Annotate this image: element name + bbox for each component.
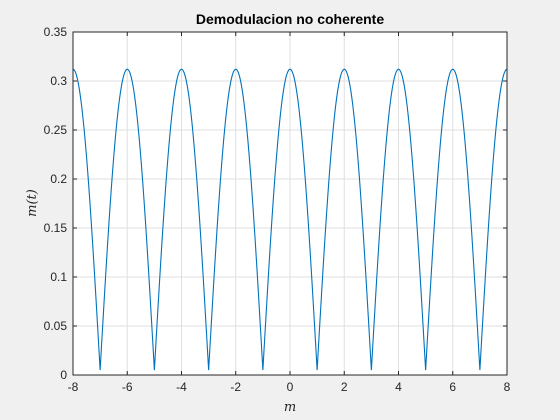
chart-title: Demodulacion no coherente <box>196 11 384 27</box>
y-tick-label: 0 <box>60 368 67 382</box>
series-group <box>72 68 508 371</box>
x-tick-label: 8 <box>504 380 511 394</box>
x-tick-label: 2 <box>341 380 348 394</box>
y-tick-label: 0.35 <box>44 25 68 39</box>
x-tick-label: -8 <box>68 380 79 394</box>
y-axis-ticks: 0 0.05 0.1 0.15 0.2 0.25 0.3 0.35 <box>44 25 507 382</box>
x-tick-label: 6 <box>449 380 456 394</box>
y-tick-label: 0.1 <box>50 270 67 284</box>
x-tick-label: 0 <box>287 380 294 394</box>
axes-box <box>72 31 508 376</box>
x-tick-label: 4 <box>395 380 402 394</box>
x-tick-label: -4 <box>176 380 187 394</box>
y-tick-label: 0.05 <box>44 319 68 333</box>
x-tick-label: -2 <box>230 380 241 394</box>
x-tick-label: -6 <box>122 380 133 394</box>
y-axis-label: m(t) <box>25 189 40 217</box>
x-axis-label: m <box>284 400 296 415</box>
y-tick-label: 0.15 <box>44 221 68 235</box>
y-tick-label: 0.25 <box>44 123 68 137</box>
series-line <box>72 68 508 371</box>
y-tick-label: 0.3 <box>50 74 67 88</box>
y-tick-label: 0.2 <box>50 172 67 186</box>
